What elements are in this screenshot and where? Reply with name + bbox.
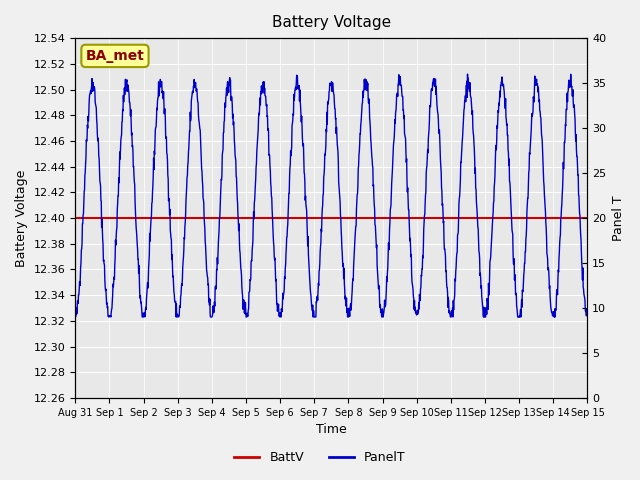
Text: BA_met: BA_met <box>86 49 145 63</box>
Y-axis label: Battery Voltage: Battery Voltage <box>15 169 28 267</box>
Y-axis label: Panel T: Panel T <box>612 195 625 241</box>
X-axis label: Time: Time <box>316 423 347 436</box>
Title: Battery Voltage: Battery Voltage <box>272 15 391 30</box>
Legend: BattV, PanelT: BattV, PanelT <box>229 446 411 469</box>
